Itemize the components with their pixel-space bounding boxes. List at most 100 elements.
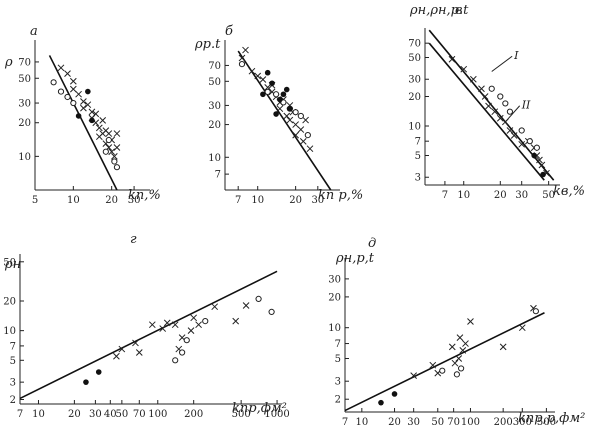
data-point-cross — [69, 77, 77, 85]
data-point-open — [113, 164, 121, 171]
x-tick-label: 7 — [342, 417, 348, 428]
x-tick-label: 20 — [289, 195, 302, 206]
data-point-cross — [499, 343, 507, 351]
x-tick-label: 200 — [494, 417, 513, 428]
data-point-open — [439, 367, 446, 374]
y-tick-label: 20 — [18, 118, 31, 129]
x-tick-label: 10 — [32, 409, 45, 420]
data-point-cross — [302, 116, 309, 124]
data-point-open — [526, 138, 533, 145]
data-point-open — [518, 127, 525, 134]
data-point-open — [304, 132, 311, 139]
data-point-open — [488, 85, 495, 92]
data-point-open — [202, 318, 209, 325]
data-point-cross — [211, 303, 219, 311]
x-tick-label: 70 — [133, 409, 146, 420]
x-tick-label: 10 — [457, 190, 470, 201]
data-point-cross — [456, 334, 464, 341]
data-point-cross — [69, 85, 77, 93]
y-tick-label: 2 — [335, 395, 341, 406]
data-point-open — [179, 349, 186, 356]
x-tick-label: 5 — [32, 195, 38, 206]
data-point-cross — [518, 324, 526, 332]
data-point-cross — [478, 85, 485, 93]
x-tick-label: 500 — [232, 409, 251, 420]
y-tick-label: 7 — [10, 341, 16, 352]
data-point-cross — [148, 321, 156, 329]
data-point-filled — [75, 113, 82, 119]
y-axis-label: ρн,ρн,р.t — [409, 3, 469, 18]
data-point-open — [50, 79, 57, 86]
data-point-filled — [83, 379, 89, 385]
panel-1: 5 10 20 30 10 20 30 50 70 а kп,% ρ — [4, 24, 161, 206]
x-tick-label: 30 — [128, 195, 141, 206]
y-axis-label: ρн — [4, 257, 21, 272]
data-point-open — [238, 61, 246, 68]
y-tick-label: 7 — [415, 137, 421, 148]
x-tick-label: 20 — [494, 190, 507, 201]
regression-line-2 — [428, 42, 545, 181]
data-point-open — [264, 88, 271, 95]
data-point-cross — [232, 317, 240, 325]
x-tick-label: 30 — [515, 190, 528, 201]
y-tick-label: 10 — [408, 121, 421, 132]
data-point-cross — [459, 347, 467, 354]
data-point-cross — [163, 319, 171, 327]
data-point-cross — [159, 325, 167, 332]
x-tick-label: 200 — [184, 409, 203, 420]
data-point-cross — [283, 112, 291, 120]
y-tick-label: 20 — [408, 92, 421, 103]
data-point-cross — [536, 156, 543, 164]
data-point-cross — [113, 144, 121, 151]
curve-label-leader — [491, 55, 513, 72]
data-point-open — [111, 158, 118, 165]
y-tick-label: 3 — [335, 377, 341, 388]
panel-label: д — [368, 236, 376, 251]
x-tick-label: 20 — [388, 417, 401, 428]
data-point-filled — [277, 96, 283, 103]
y-axis-label: ρр.t — [194, 37, 221, 52]
data-point-cross — [132, 339, 139, 347]
y-axis-label: ρ — [4, 55, 13, 70]
data-point-filled — [273, 111, 279, 117]
data-point-filled — [378, 399, 384, 406]
x-tick-label: 500 — [537, 417, 556, 428]
panel-2: 7 10 20 30 7 10 20 30 50 70 б kп р,% ρр.t — [194, 24, 363, 206]
data-point-cross — [57, 64, 65, 72]
data-point-cross — [448, 343, 456, 351]
x-tick-label: 10 — [251, 195, 264, 206]
x-tick-label: 20 — [105, 195, 118, 206]
data-point-filled — [269, 80, 275, 87]
data-point-open — [533, 144, 540, 151]
data-point-filled — [283, 86, 290, 93]
y-tick-label: 5 — [335, 354, 341, 365]
y-tick-label: 70 — [208, 61, 221, 72]
data-point-cross — [292, 121, 299, 128]
y-tick-label: 7 — [215, 170, 221, 181]
panel-label: б — [225, 24, 233, 39]
data-point-cross — [187, 327, 195, 334]
data-point-cross — [297, 126, 305, 133]
y-tick-label: 50 — [3, 257, 16, 268]
panel-5: 7 10 20 30 50 70 100 200 300 500 2 3 5 7 10 20 30 д kпр,р,… — [328, 236, 585, 428]
x-tick-label: 7 — [442, 190, 448, 201]
y-tick-label: 30 — [18, 99, 31, 110]
y-tick-label: 20 — [328, 292, 341, 303]
x-tick-label: 100 — [461, 417, 480, 428]
x-axis-label: kп,% — [128, 188, 161, 203]
x-tick-label: 50 — [115, 409, 128, 420]
data-point-cross — [108, 148, 116, 156]
data-point-cross — [286, 116, 294, 124]
data-point-cross — [276, 105, 284, 113]
y-tick-label: 20 — [3, 296, 16, 307]
data-point-open — [297, 112, 304, 120]
data-point-filled — [89, 117, 95, 124]
data-point-cross — [171, 321, 179, 329]
y-tick-label: 10 — [3, 326, 16, 337]
regression-line — [19, 270, 278, 400]
y-tick-label: 7 — [335, 339, 341, 350]
data-point-open — [57, 88, 65, 95]
data-point-cross — [99, 117, 107, 124]
data-point-cross — [190, 314, 198, 322]
y-axis-label: ρн,р,t — [335, 251, 375, 266]
